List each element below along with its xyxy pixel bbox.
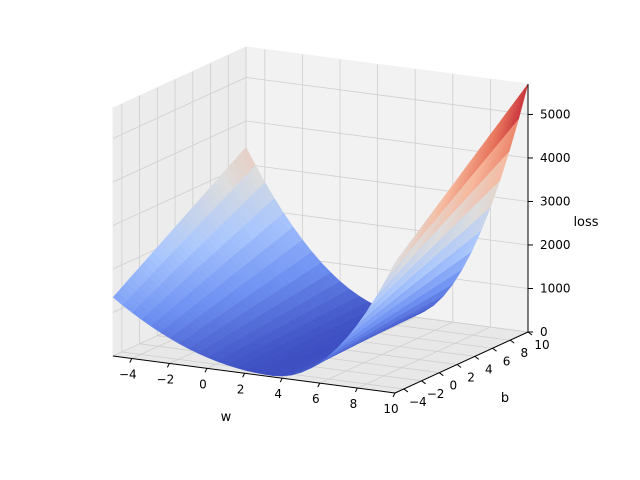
- z-tick-label: 4000: [540, 151, 571, 165]
- y-tick: [474, 355, 480, 360]
- x-axis-label: w: [221, 410, 232, 425]
- x-tick-label: −2: [157, 372, 175, 386]
- x-axis-line: [112, 355, 396, 394]
- y-tick: [456, 364, 462, 368]
- x-tick-label: 4: [274, 387, 282, 401]
- y-tick-label: −4: [409, 395, 427, 409]
- y-tick: [492, 347, 497, 352]
- y-axis-line: [394, 331, 529, 394]
- z-tick-label: 3000: [540, 194, 571, 208]
- grid-back-z: [245, 77, 529, 115]
- y-tick-label: 8: [520, 346, 528, 360]
- x-tick-label: 2: [237, 382, 245, 396]
- axis-lines: [112, 84, 529, 394]
- x-tick-label: 6: [312, 392, 320, 406]
- y-tick: [421, 380, 426, 385]
- z-tick-label: 0: [540, 325, 548, 339]
- grid-floor-w: [319, 321, 453, 384]
- x-tick: [204, 368, 208, 373]
- x-tick-label: 0: [199, 377, 207, 391]
- surface-facet: [112, 292, 128, 306]
- grid-left-z: [112, 120, 247, 183]
- z-axis-label: loss: [573, 215, 598, 230]
- x-tick: [354, 387, 358, 393]
- y-axis-label: b: [501, 391, 509, 406]
- grid-floor-w: [357, 326, 491, 389]
- x-tick-label: 8: [350, 397, 358, 411]
- y-tick-label: 6: [503, 354, 511, 368]
- x-tick: [166, 363, 170, 368]
- grid-left-z: [112, 77, 247, 139]
- x-tick-label: −4: [119, 367, 137, 381]
- y-tick-label: 0: [450, 379, 458, 393]
- y-tick: [509, 339, 515, 344]
- grid-back-z: [245, 207, 529, 246]
- tick-labels: −4 −2 0 2 4 6 8 10−4−20246810010002000300040005…: [119, 107, 571, 416]
- y-tick-label: −2: [427, 387, 445, 401]
- x-tick: [242, 373, 246, 378]
- z-tick-label: 1000: [540, 281, 571, 295]
- x-tick-label: 10: [383, 402, 398, 416]
- z-tick-label: 2000: [540, 238, 571, 252]
- loss-surface: [112, 83, 529, 377]
- y-tick-label: 10: [534, 338, 549, 352]
- y-tick-label: 4: [485, 362, 493, 376]
- x-tick: [392, 392, 396, 398]
- y-tick: [403, 388, 409, 393]
- y-tick-label: 2: [467, 371, 475, 385]
- z-tick-label: 5000: [540, 107, 571, 121]
- x-tick: [129, 358, 133, 363]
- x-tick: [317, 382, 321, 388]
- x-tick: [279, 377, 283, 383]
- y-tick: [439, 372, 444, 377]
